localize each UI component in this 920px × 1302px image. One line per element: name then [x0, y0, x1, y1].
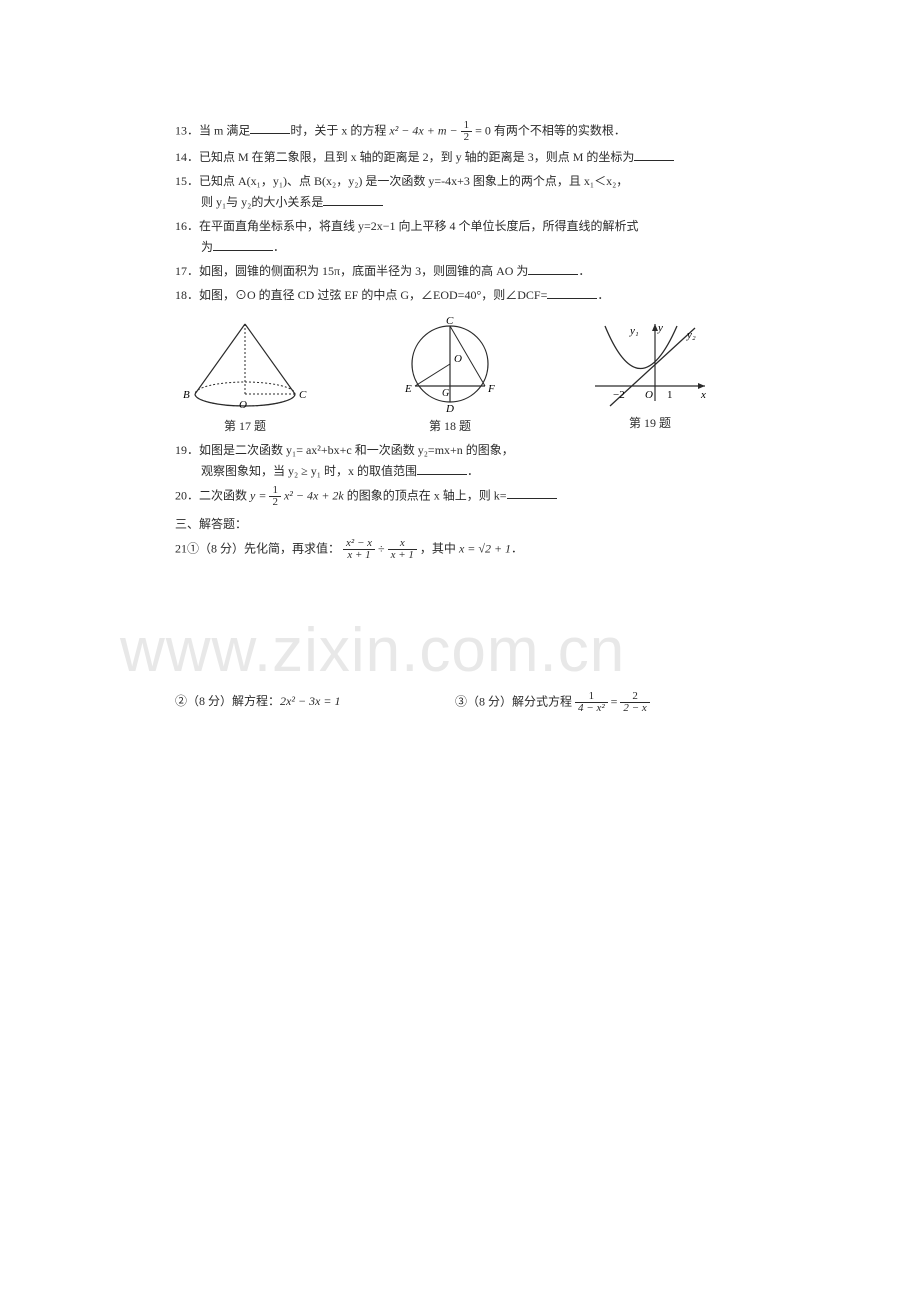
- q-text: ③（8 分）解分式方程: [455, 695, 575, 709]
- point-label: E: [404, 383, 412, 395]
- q-text: 如图是二次函数 y₁= ax²+bx+c 和一次函数 y₂=mx+n 的图象，: [199, 443, 514, 457]
- fraction: 12: [269, 485, 281, 508]
- equation: 2x² − 3x = 1: [280, 694, 340, 708]
- equation: y =: [250, 488, 269, 502]
- q-number: 17．: [175, 264, 199, 278]
- question-21a: 21①（8 分）先化简，再求值： x² − xx + 1 ÷ xx + 1 ，其…: [175, 538, 735, 561]
- q-text: 当 m 满足: [199, 123, 250, 137]
- figure-17: B O C 第 17 题: [175, 314, 315, 436]
- fraction: 12: [461, 120, 473, 143]
- problems-row: ②（8 分）解方程：2x² − 3x = 1 ③（8 分）解分式方程 14 − …: [175, 691, 735, 714]
- point-label: C: [299, 389, 307, 401]
- axis-label: O: [645, 389, 653, 401]
- figures-row: B O C 第 17 题 C O E G D F 第 18 题: [175, 314, 715, 436]
- question-14: 14．已知点 M 在第二象限，且到 x 轴的距离是 2，到 y 轴的距离是 3，…: [175, 147, 735, 167]
- question-13: 13．当 m 满足 时，关于 x 的方程 x² − 4x + m − 12 = 0…: [175, 120, 735, 143]
- blank: [547, 287, 597, 299]
- fraction: 22 − x: [620, 691, 649, 714]
- blank: [323, 194, 383, 206]
- question-21b: ②（8 分）解方程：2x² − 3x = 1: [175, 691, 415, 714]
- point-label: B: [183, 389, 190, 401]
- blank: [634, 149, 674, 161]
- section-title: 三、解答题：: [175, 514, 735, 534]
- question-19: 19．如图是二次函数 y₁= ax²+bx+c 和一次函数 y₂=mx+n 的图…: [175, 440, 735, 481]
- q-text: 21①（8 分）先化简，再求值：: [175, 542, 340, 556]
- axis-label: y₁: [629, 325, 639, 337]
- equation: x² − 4x + 2k: [281, 488, 344, 502]
- point-label: G: [442, 388, 449, 399]
- cone-diagram: B O C: [175, 314, 315, 414]
- figure-18: C O E G D F 第 18 题: [390, 314, 510, 436]
- point-label: O: [239, 399, 247, 411]
- q-text: 则 y₁与 y₂的大小关系是: [201, 195, 323, 209]
- q-text: 为: [201, 240, 213, 254]
- axis-label: y₂: [686, 329, 696, 341]
- axis-label: −2: [613, 389, 625, 401]
- blank: [417, 463, 467, 475]
- figure-label: 第 18 题: [390, 416, 510, 436]
- question-17: 17．如图，圆锥的侧面积为 15π，底面半径为 3，则圆锥的高 AO 为．: [175, 261, 735, 281]
- q-text: 已知点 A(x₁，y₁)、点 B(x₂，y₂) 是一次函数 y=-4x+3 图象…: [199, 174, 628, 188]
- q-text: 的图象的顶点在 x 轴上，则 k=: [344, 488, 507, 502]
- q-number: 16．: [175, 219, 199, 233]
- fraction: 14 − x²: [575, 691, 608, 714]
- fraction: xx + 1: [388, 538, 417, 561]
- figure-label: 第 19 题: [585, 413, 715, 433]
- question-20: 20．二次函数 y = 12 x² − 4x + 2k 的图象的顶点在 x 轴上…: [175, 485, 735, 508]
- q-number: 14．: [175, 150, 199, 164]
- blank: [507, 487, 557, 499]
- point-label: C: [446, 315, 454, 327]
- q-number: 15．: [175, 174, 199, 188]
- q-text: ②（8 分）解方程：: [175, 694, 280, 708]
- q-number: 20．: [175, 488, 199, 502]
- blank: [250, 122, 290, 134]
- equation: = 0 有两个不相等的实数根．: [475, 123, 626, 137]
- q-text: 时，关于 x 的方程: [290, 123, 389, 137]
- question-21c: ③（8 分）解分式方程 14 − x² = 22 − x: [455, 691, 735, 714]
- q-text: 观察图象知，当 y₂ ≥ y₁ 时，x 的取值范围: [201, 464, 417, 478]
- q-text: 已知点 M 在第二象限，且到 x 轴的距离是 2，到 y 轴的距离是 3，则点 …: [199, 150, 634, 164]
- equation: x² − 4x + m −: [389, 123, 457, 137]
- axis-label: x: [700, 389, 706, 401]
- q-number: 13．: [175, 123, 199, 137]
- fraction: x² − xx + 1: [343, 538, 375, 561]
- q-text: 二次函数: [199, 488, 250, 502]
- blank: [213, 239, 273, 251]
- figure-label: 第 17 题: [175, 416, 315, 436]
- q-number: 18．: [175, 288, 199, 302]
- equation: x = √2 + 1: [459, 542, 511, 556]
- q-number: 19．: [175, 443, 199, 457]
- q-text: 如图，⊙O 的直径 CD 过弦 EF 的中点 G，∠EOD=40°，则∠DCF=: [199, 288, 547, 302]
- axis-label: y: [657, 322, 663, 334]
- point-label: O: [454, 353, 462, 365]
- question-15: 15．已知点 A(x₁，y₁)、点 B(x₂，y₂) 是一次函数 y=-4x+3…: [175, 171, 735, 212]
- graph-diagram: y₁ y y₂ −2 O 1 x: [585, 316, 715, 411]
- circle-diagram: C O E G D F: [390, 314, 510, 414]
- point-label: D: [445, 403, 454, 414]
- blank: [528, 263, 578, 275]
- q-text: 如图，圆锥的侧面积为 15π，底面半径为 3，则圆锥的高 AO 为: [199, 264, 528, 278]
- question-16: 16．在平面直角坐标系中，将直线 y=2x−1 向上平移 4 个单位长度后，所得…: [175, 216, 735, 257]
- axis-label: 1: [667, 389, 673, 401]
- point-label: F: [487, 383, 495, 395]
- exam-content: 13．当 m 满足 时，关于 x 的方程 x² − 4x + m − 12 = 0…: [175, 120, 735, 714]
- figure-19: y₁ y y₂ −2 O 1 x 第 19 题: [585, 316, 715, 433]
- question-18: 18．如图，⊙O 的直径 CD 过弦 EF 的中点 G，∠EOD=40°，则∠D…: [175, 285, 735, 305]
- q-text: 在平面直角坐标系中，将直线 y=2x−1 向上平移 4 个单位长度后，所得直线的…: [199, 219, 639, 233]
